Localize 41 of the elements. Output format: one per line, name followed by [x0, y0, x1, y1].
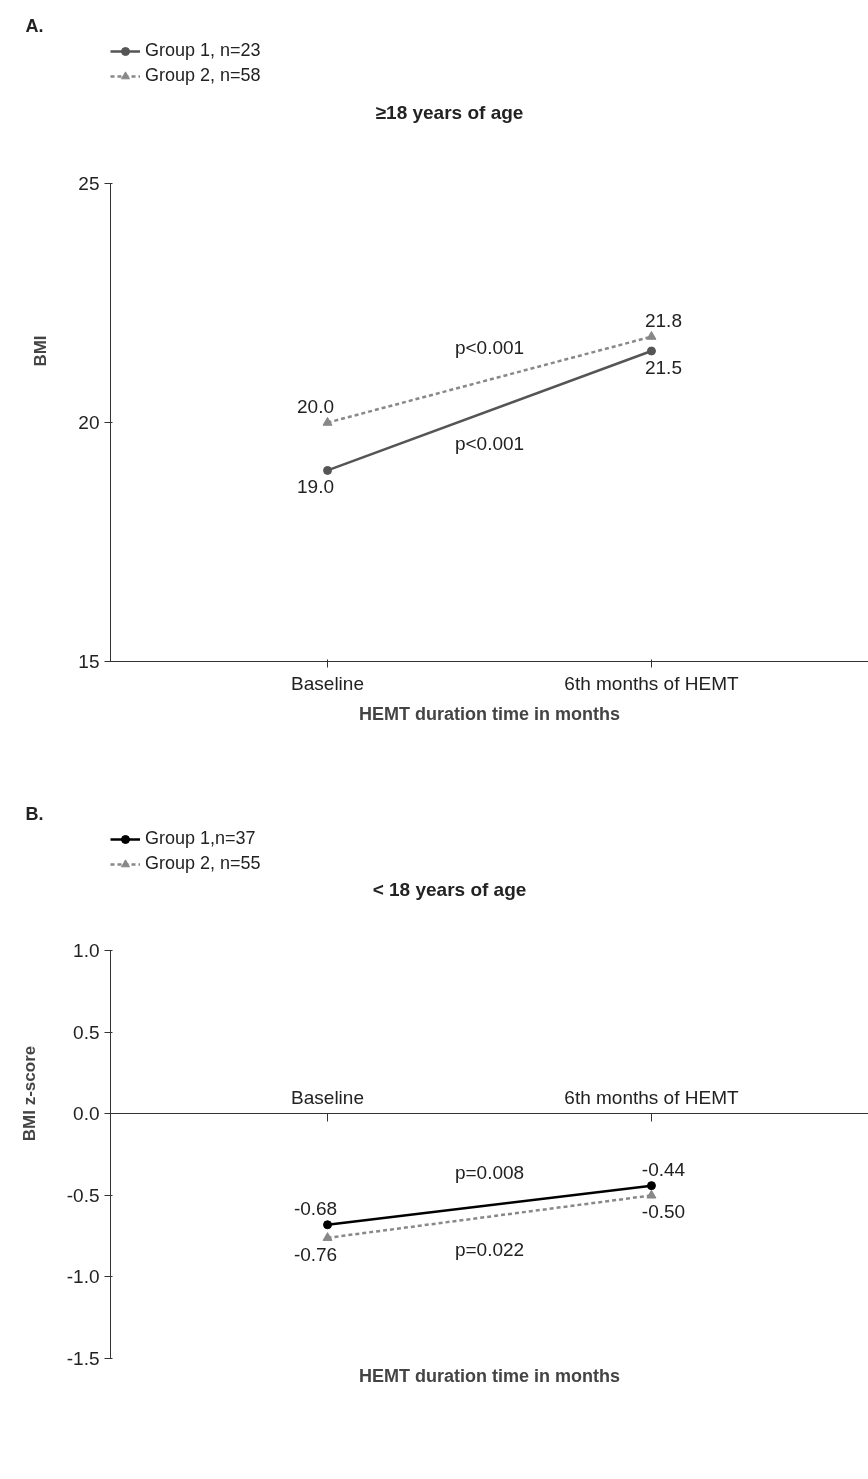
x-axis-title: HEMT duration time in months	[359, 703, 620, 724]
point	[323, 465, 333, 475]
x-tick-label: 6th months of HEMT	[564, 1086, 739, 1108]
y-axis-title: BMI	[31, 335, 51, 367]
chart-title: B.	[25, 803, 44, 824]
data-label: -0.76	[293, 1243, 338, 1265]
y-tick-label: -0.5	[66, 1184, 100, 1206]
legend-label: Group 2, n=55	[145, 853, 261, 874]
data-label: -0.50	[641, 1201, 686, 1223]
data-label: 20.0	[297, 395, 335, 417]
data-label: -0.68	[293, 1197, 338, 1219]
y-tick-label: 25	[78, 173, 100, 195]
y-tick-label: 0.0	[73, 1103, 100, 1125]
point	[646, 346, 656, 356]
legend-label: Group 2, n=58	[145, 65, 261, 86]
y-tick-label: 20	[78, 412, 100, 434]
chart-subtitle: ≥18 years of age	[375, 101, 524, 123]
data-label: 19.0	[297, 476, 335, 498]
annotation: p<0.001	[454, 432, 525, 454]
chart-title: A.	[25, 15, 44, 36]
y-axis-title: BMI z-score	[19, 1045, 39, 1142]
x-tick-label: Baseline	[291, 1086, 364, 1108]
point	[646, 1181, 656, 1191]
chart-subtitle: < 18 years of age	[372, 879, 527, 901]
legend-label: Group 1, n=23	[145, 40, 261, 61]
y-tick-label: -1.5	[66, 1348, 100, 1369]
annotation: p<0.001	[454, 336, 525, 358]
data-label: 21.8	[644, 309, 682, 331]
y-tick-label: 0.5	[73, 1021, 100, 1043]
x-tick-label: Baseline	[291, 672, 364, 694]
x-axis-title: HEMT duration time in months	[359, 1365, 620, 1386]
annotation: p=0.008	[454, 1162, 525, 1184]
y-tick-label: 1.0	[73, 940, 100, 962]
x-tick-label: 6th months of HEMT	[564, 672, 739, 694]
annotation: p=0.022	[454, 1238, 525, 1260]
y-tick-label: -1.0	[66, 1266, 100, 1288]
data-label: -0.44	[641, 1158, 686, 1180]
point	[323, 1220, 333, 1230]
legend-label: Group 1,n=37	[145, 828, 256, 849]
data-label: 21.5	[644, 357, 682, 378]
y-tick-label: 15	[78, 651, 100, 672]
